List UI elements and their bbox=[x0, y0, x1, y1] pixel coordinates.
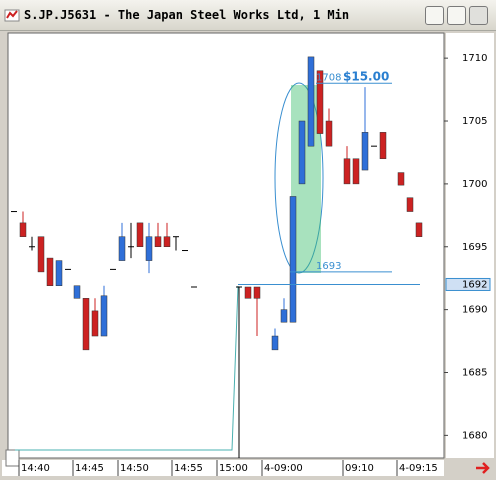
last-price-box bbox=[445, 277, 491, 291]
window-title: S.JP.J5631 - The Japan Steel Works Ltd, … bbox=[24, 8, 350, 22]
maximize-button[interactable] bbox=[447, 6, 466, 25]
candle-body bbox=[154, 236, 162, 248]
candle-body bbox=[271, 335, 279, 351]
candle-body bbox=[352, 158, 360, 185]
x-tick-label: 14:40 bbox=[21, 463, 50, 474]
candle-body bbox=[325, 120, 333, 147]
candle-body bbox=[19, 222, 27, 237]
plot-area bbox=[7, 32, 445, 459]
candle-body bbox=[289, 196, 297, 323]
candle-body bbox=[406, 197, 414, 212]
level-label: 1708 bbox=[316, 72, 341, 83]
y-tick-label: 1710 bbox=[462, 53, 487, 64]
range-annotation: $15.00 bbox=[343, 70, 389, 84]
x-tick-label: 15:00 bbox=[219, 463, 248, 474]
scroll-box[interactable] bbox=[5, 449, 20, 467]
y-tick-label: 1685 bbox=[462, 367, 487, 378]
selection-ellipse bbox=[274, 82, 324, 274]
scroll-arrow[interactable] bbox=[476, 462, 490, 474]
y-tick-label: 1680 bbox=[462, 430, 487, 441]
candle-body bbox=[361, 132, 369, 171]
candle-body bbox=[280, 309, 288, 323]
x-tick-label: 14:55 bbox=[174, 463, 203, 474]
candle-body bbox=[55, 260, 63, 286]
candle-body bbox=[73, 285, 81, 299]
x-tick-label: 14:45 bbox=[75, 463, 104, 474]
title-bar: S.JP.J5631 - The Japan Steel Works Ltd, … bbox=[0, 0, 496, 31]
x-tick-label: 4-09:00 bbox=[264, 463, 303, 474]
candle-body bbox=[397, 172, 405, 186]
chart: 1680 1685 1690 1695 1700 1705 1710 14:40 14:45 14… bbox=[2, 32, 494, 476]
close-button[interactable] bbox=[469, 6, 488, 25]
price-axis bbox=[446, 33, 494, 458]
tick-line bbox=[15, 285, 239, 451]
time-axis bbox=[2, 460, 444, 476]
candle-body bbox=[415, 222, 423, 237]
candle-body bbox=[253, 286, 261, 299]
candle-body bbox=[136, 222, 144, 248]
candle-body bbox=[145, 236, 153, 261]
candle-body bbox=[82, 298, 90, 351]
x-tick-label: 4-09:15 bbox=[399, 463, 438, 474]
x-tick-label: 14:50 bbox=[120, 463, 149, 474]
candle-body bbox=[91, 310, 99, 337]
candle-body bbox=[46, 257, 54, 286]
y-tick-label: 1690 bbox=[462, 305, 487, 316]
y-tick-label: 1705 bbox=[462, 116, 487, 127]
minimize-button[interactable] bbox=[425, 6, 444, 25]
app-icon bbox=[4, 9, 20, 22]
candle-body bbox=[100, 295, 108, 337]
candle-body bbox=[244, 286, 252, 299]
candle-body bbox=[37, 236, 45, 273]
candle-body bbox=[163, 236, 171, 248]
candle-body bbox=[307, 56, 315, 147]
last-price-label: 1692 bbox=[462, 279, 487, 290]
x-tick-label: 09:10 bbox=[345, 463, 374, 474]
y-tick-label: 1700 bbox=[462, 179, 487, 190]
candle-body bbox=[316, 70, 324, 134]
candle-body bbox=[298, 120, 306, 185]
candle-body bbox=[118, 236, 126, 261]
candle-body bbox=[379, 132, 387, 159]
candle-body bbox=[343, 158, 351, 185]
level-label: 1693 bbox=[316, 261, 341, 272]
y-tick-label: 1695 bbox=[462, 242, 487, 253]
